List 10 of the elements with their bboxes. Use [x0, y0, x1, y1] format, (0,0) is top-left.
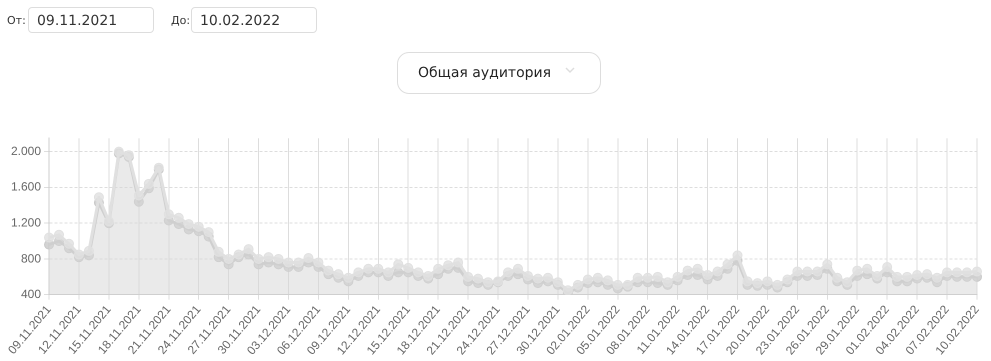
y-tick-label: 800	[21, 251, 42, 266]
text: Общая аудитория	[397, 52, 601, 94]
text: 09.11.2021	[28, 7, 154, 33]
y-tick-label: 2.000	[11, 144, 42, 158]
text: От:	[7, 14, 26, 27]
y-tick-label: 1.200	[11, 215, 42, 230]
y-tick-label: 1.600	[11, 180, 42, 194]
text: До:	[171, 14, 190, 27]
y-tick-label: 400	[21, 287, 42, 302]
text: 10.02.2022	[191, 7, 317, 33]
